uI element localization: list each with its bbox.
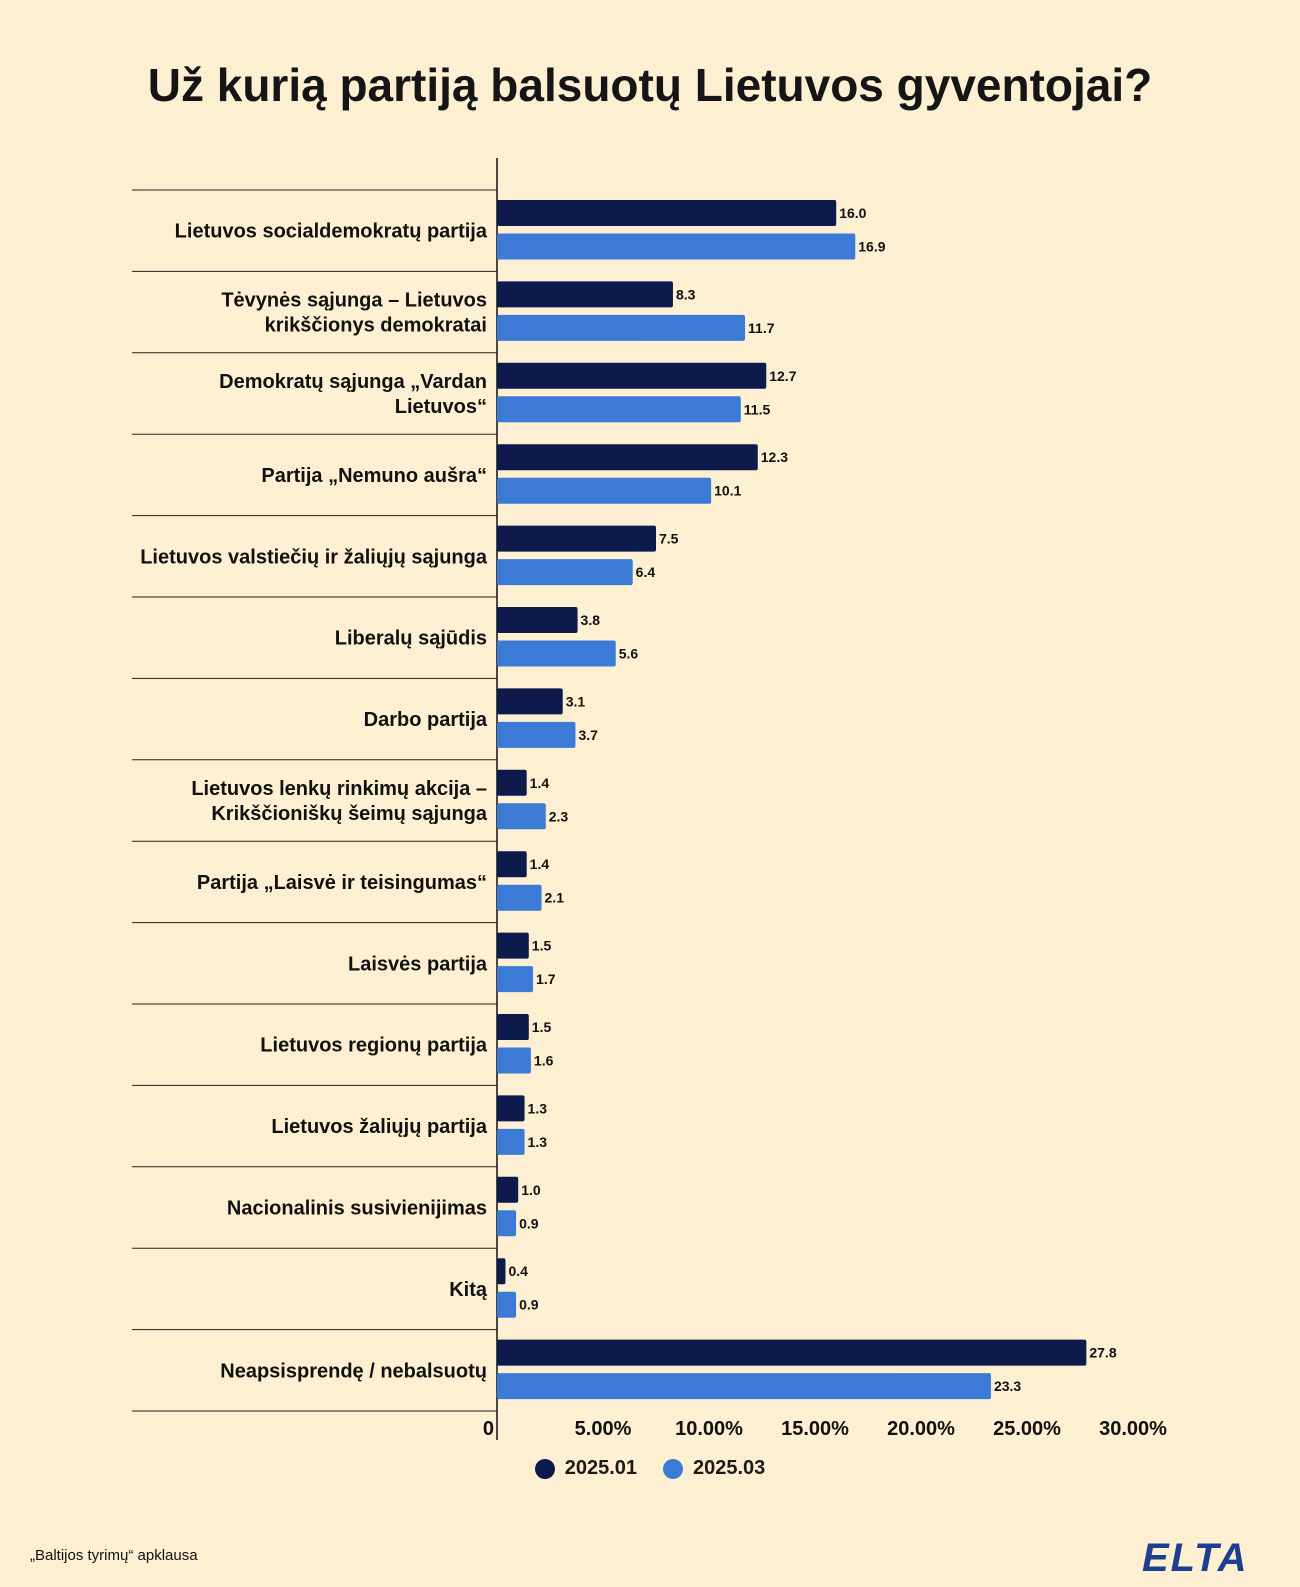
bar-value-label: 1.0 — [521, 1182, 541, 1198]
bar-2025-03 — [497, 803, 546, 830]
category-label: Kitą — [449, 1279, 488, 1301]
bar-2025-01 — [497, 444, 758, 471]
bar-value-label: 16.9 — [858, 239, 885, 255]
bar-value-label: 1.4 — [530, 775, 550, 791]
category-label: Demokratų sąjunga „Vardan — [219, 371, 487, 393]
bar-value-label: 1.3 — [528, 1134, 548, 1150]
chart-title: Už kurią partiją balsuotų Lietuvos gyven… — [147, 59, 1153, 111]
legend-dot-series1 — [534, 1458, 555, 1479]
bar-value-label: 0.4 — [508, 1263, 528, 1279]
bar-2025-03 — [497, 396, 741, 423]
bar-value-label: 0.9 — [519, 1215, 539, 1231]
bar-2025-03 — [497, 884, 542, 911]
bar-value-label: 1.5 — [532, 1019, 552, 1035]
x-tick-label: 20.00% — [887, 1418, 955, 1440]
bar-2025-01 — [497, 1176, 519, 1203]
bar-2025-03 — [497, 314, 746, 341]
bar-2025-01 — [497, 607, 578, 633]
legend-dot-series2 — [663, 1458, 683, 1479]
bar-value-label: 3.1 — [566, 693, 586, 709]
bar-value-label: 11.7 — [748, 320, 775, 336]
category-label: Krikščioniškų šeimų sąjunga — [211, 803, 488, 825]
legend-label-series2: 2025.03 — [693, 1457, 766, 1479]
bar-value-label: 27.8 — [1089, 1345, 1116, 1361]
bar-value-label: 7.5 — [659, 531, 679, 547]
bar-2025-03 — [497, 966, 534, 993]
x-tick-label: 15.00% — [781, 1418, 849, 1440]
legend-label-series1: 2025.01 — [564, 1457, 637, 1479]
category-label: Neapsisprendę / nebalsuotų — [220, 1360, 487, 1382]
bar-2025-01 — [497, 281, 673, 308]
bar-2025-01 — [497, 362, 767, 389]
category-label: Darbo partija — [364, 709, 488, 731]
bar-2025-03 — [497, 640, 616, 667]
x-tick-label: 25.00% — [993, 1418, 1061, 1440]
bar-2025-01 — [497, 1014, 529, 1040]
bar-2025-01 — [497, 769, 527, 796]
category-label: Partija „Nemuno aušra“ — [261, 465, 487, 487]
bar-2025-03 — [497, 1291, 517, 1318]
legend-item-2025-03: 2025.03 — [663, 1457, 765, 1480]
bar-value-label: 23.3 — [994, 1378, 1021, 1394]
bar-2025-03 — [497, 1128, 525, 1155]
bar-value-label: 1.5 — [532, 938, 552, 954]
bar-value-label: 2.1 — [545, 890, 565, 906]
legend-item-2025-01: 2025.01 — [534, 1457, 637, 1480]
bar-value-label: 1.6 — [534, 1053, 554, 1069]
x-tick-label: 0 — [483, 1418, 494, 1440]
bar-2025-01 — [497, 1339, 1087, 1366]
bar-value-label: 3.7 — [578, 727, 598, 743]
category-label: Nacionalinis susivienijimas — [227, 1198, 487, 1220]
bar-2025-03 — [497, 233, 856, 260]
category-label: Lietuvos valstiečių ir žaliųjų sąjunga — [140, 546, 488, 568]
source-note: „Baltijos tyrimų“ apklausa — [30, 1547, 198, 1564]
x-tick-label: 30.00% — [1099, 1418, 1167, 1440]
bar-2025-01 — [497, 932, 529, 959]
category-label: Liberalų sąjūdis — [335, 628, 487, 650]
bar-2025-03 — [497, 559, 633, 586]
bar-value-label: 2.3 — [549, 808, 569, 824]
bar-value-label: 3.8 — [581, 612, 601, 628]
bar-2025-01 — [497, 851, 527, 878]
bar-value-label: 12.3 — [761, 449, 788, 465]
category-label: Lietuvos žaliųjų partija — [271, 1116, 487, 1138]
category-label: Lietuvos socialdemokratų partija — [175, 221, 488, 243]
bar-value-label: 1.7 — [536, 971, 556, 987]
bar-value-label: 16.0 — [839, 205, 866, 221]
bar-value-label: 6.4 — [636, 564, 656, 580]
category-label: krikščionys demokratai — [265, 315, 487, 337]
bar-2025-03 — [497, 1373, 991, 1400]
bar-value-label: 1.4 — [530, 856, 550, 872]
bar-value-label: 8.3 — [676, 286, 696, 302]
x-tick-label: 5.00% — [575, 1418, 632, 1440]
bar-value-label: 1.3 — [528, 1100, 548, 1116]
bar-2025-03 — [497, 1047, 531, 1074]
bar-value-label: 11.5 — [744, 401, 771, 417]
bar-2025-03 — [497, 721, 576, 748]
bar-2025-03 — [497, 1210, 517, 1237]
bar-2025-01 — [497, 1095, 525, 1122]
x-tick-label: 10.00% — [675, 1418, 743, 1440]
elta-logo: ELTA — [1142, 1536, 1249, 1580]
bar-value-label: 5.6 — [619, 646, 639, 662]
category-label: Lietuvos“ — [395, 396, 487, 418]
category-label: Lietuvos regionų partija — [260, 1035, 488, 1057]
bar-2025-03 — [497, 477, 712, 504]
bar-2025-01 — [497, 200, 837, 226]
category-label: Tėvynės sąjunga – Lietuvos — [221, 290, 487, 312]
legend: 2025.01 2025.03 — [0, 1457, 1300, 1480]
bar-value-label: 0.9 — [519, 1297, 539, 1313]
bar-2025-01 — [497, 688, 563, 715]
category-label: Partija „Laisvė ir teisingumas“ — [197, 872, 487, 894]
category-label: Laisvės partija — [348, 953, 488, 975]
bar-2025-01 — [497, 525, 656, 552]
bar-value-label: 12.7 — [769, 368, 796, 384]
bar-value-label: 10.1 — [714, 483, 741, 499]
bar-2025-01 — [497, 1258, 506, 1285]
category-label: Lietuvos lenkų rinkimų akcija – — [191, 778, 487, 800]
